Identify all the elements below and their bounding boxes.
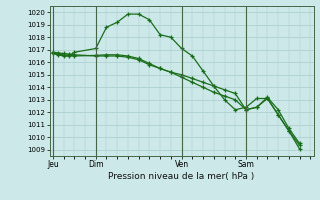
X-axis label: Pression niveau de la mer( hPa ): Pression niveau de la mer( hPa ) [108, 172, 255, 181]
